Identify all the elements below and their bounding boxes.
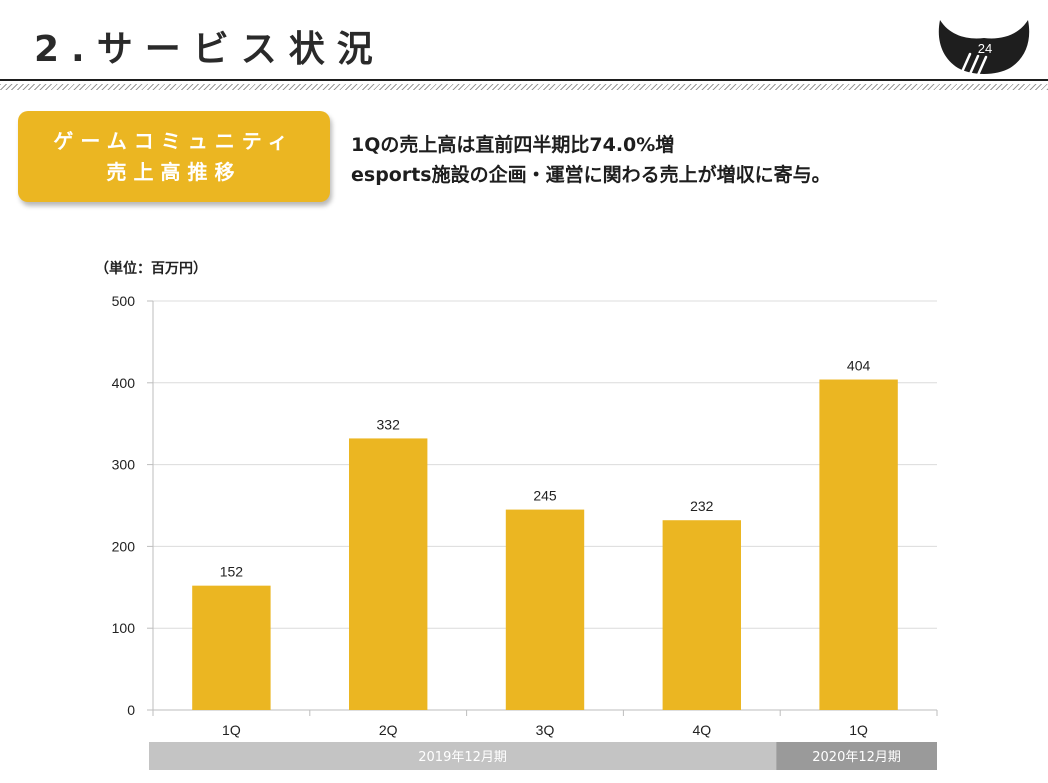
bar-4 xyxy=(819,379,898,710)
data-label-1: 332 xyxy=(377,416,401,432)
x-tick-label-2: 3Q xyxy=(536,722,555,738)
x-tick-label-0: 1Q xyxy=(222,722,241,738)
badge-line-2: 売上高推移 xyxy=(106,159,242,184)
description-line-2: esports施設の企画・運営に関わる売上が増収に寄与。 xyxy=(351,164,831,186)
data-label-2: 245 xyxy=(533,488,557,504)
period-label-0: 2019年12月期 xyxy=(418,750,507,765)
badge-line-1: ゲームコミュニティ xyxy=(53,128,295,153)
page-number: 24 xyxy=(977,41,993,56)
x-tick-label-1: 2Q xyxy=(379,722,398,738)
y-tick-label-0: 0 xyxy=(127,702,135,718)
bar-1 xyxy=(349,438,428,710)
x-tick-label-3: 4Q xyxy=(692,722,711,738)
y-tick-label-2: 200 xyxy=(112,538,136,554)
data-label-0: 152 xyxy=(220,564,244,580)
period-band-0 xyxy=(149,742,777,770)
period-label-1: 2020年12月期 xyxy=(812,750,901,765)
y-tick-label-4: 400 xyxy=(112,375,136,391)
data-label-3: 232 xyxy=(690,498,714,514)
page-title: 2.サービス状況 xyxy=(34,29,385,70)
period-band-1 xyxy=(776,742,937,770)
section-badge: ゲームコミュニティ 売上高推移 xyxy=(18,111,330,202)
bar-3 xyxy=(662,520,741,710)
x-tick-label-4: 1Q xyxy=(849,722,868,738)
y-tick-label-5: 500 xyxy=(112,293,136,309)
data-label-4: 404 xyxy=(847,358,871,374)
title-divider xyxy=(0,76,1048,90)
y-tick-label-1: 100 xyxy=(112,620,136,636)
bar-0 xyxy=(192,585,271,710)
description-line-1: 1Qの売上高は直前四半期比74.0%増 xyxy=(351,134,675,156)
mascot-logo-icon xyxy=(938,20,1030,77)
chart-unit-label: （単位：百万円） xyxy=(95,261,207,277)
y-tick-label-3: 300 xyxy=(112,457,136,473)
bar-2 xyxy=(505,509,585,710)
description: 1Qの売上高は直前四半期比74.0%増 esports施設の企画・運営に関わる売… xyxy=(351,130,831,190)
